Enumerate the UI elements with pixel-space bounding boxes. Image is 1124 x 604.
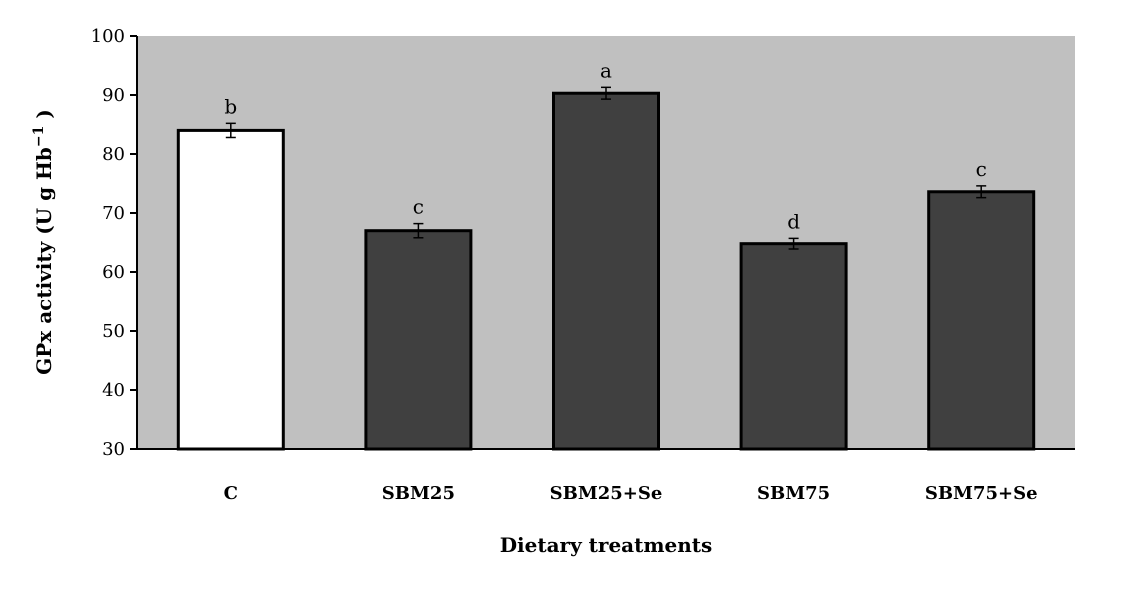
significance-letter: a <box>600 58 612 82</box>
x-tick-label: SBM75+Se <box>925 483 1038 504</box>
y-axis-title: GPx activity (U g Hb−1 ) <box>31 109 56 375</box>
y-tick-label: 100 <box>91 26 125 47</box>
significance-letter: c <box>976 157 987 181</box>
x-tick-label: C <box>224 483 238 504</box>
y-tick-label: 50 <box>102 321 125 342</box>
bars: b c a d c <box>176 58 1036 451</box>
y-tick-label: 30 <box>102 439 125 460</box>
x-axis-title: Dietary treatments <box>500 533 713 557</box>
y-tick-label: 90 <box>102 85 125 106</box>
y-axis-title-close: ) <box>32 109 56 125</box>
y-axis-ticks: 30 40 50 60 70 80 90 100 <box>91 26 137 460</box>
y-axis-title-main: GPx activity (U g Hb <box>32 147 56 375</box>
significance-letter: d <box>787 209 800 233</box>
y-tick-label: 70 <box>102 203 125 224</box>
x-axis-labels: C SBM25 SBM25+Se SBM75 SBM75+Se <box>224 483 1038 504</box>
y-tick-label: 40 <box>102 380 125 401</box>
y-axis-title-exponent: −1 <box>31 126 47 147</box>
x-tick-label: SBM25 <box>382 483 455 504</box>
x-tick-label: SBM75 <box>757 483 830 504</box>
bar <box>552 91 660 451</box>
y-tick-label: 80 <box>102 144 125 165</box>
bar <box>739 242 848 451</box>
bar <box>176 128 285 451</box>
bar <box>927 190 1036 451</box>
significance-letter: c <box>413 195 424 219</box>
x-tick-label: SBM25+Se <box>550 483 663 504</box>
bar <box>364 229 473 451</box>
significance-letter: b <box>224 94 237 118</box>
y-tick-label: 60 <box>102 262 125 283</box>
